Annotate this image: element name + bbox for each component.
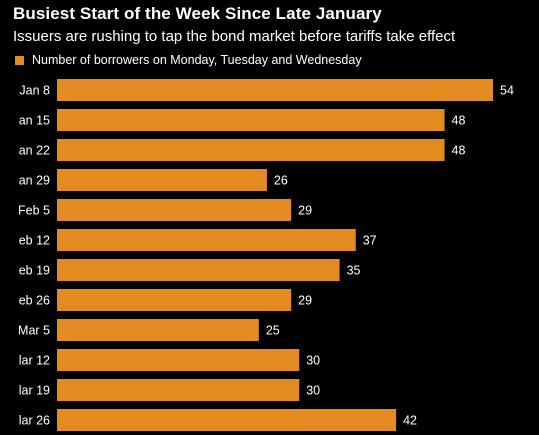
value-label: 30 bbox=[306, 354, 320, 368]
bar bbox=[57, 169, 267, 191]
bars-layer: Jan 8 54 an 15 48 an 22 48 an 29 26 Feb 5 29 eb 12… bbox=[18, 79, 514, 431]
category-label: lar 12 bbox=[19, 354, 50, 368]
value-label: 25 bbox=[266, 324, 280, 338]
category-label: eb 19 bbox=[19, 264, 50, 278]
value-label: 48 bbox=[452, 144, 466, 158]
category-label: an 22 bbox=[19, 144, 50, 158]
category-label: eb 12 bbox=[19, 234, 50, 248]
value-label: 37 bbox=[363, 234, 377, 248]
value-label: 48 bbox=[452, 114, 466, 128]
bar bbox=[57, 259, 340, 281]
bar bbox=[57, 79, 493, 101]
value-label: 35 bbox=[347, 264, 361, 278]
bar bbox=[57, 379, 300, 401]
bar bbox=[57, 409, 397, 431]
category-label: Jan 8 bbox=[19, 84, 50, 98]
bar bbox=[57, 349, 300, 371]
category-label: eb 26 bbox=[19, 294, 50, 308]
chart-legend: Number of borrowers on Monday, Tuesday a… bbox=[15, 53, 362, 67]
value-label: 26 bbox=[274, 174, 288, 188]
category-label: an 29 bbox=[19, 174, 50, 188]
category-label: Feb 5 bbox=[18, 204, 50, 218]
category-label: an 15 bbox=[19, 114, 50, 128]
value-label: 29 bbox=[298, 204, 312, 218]
bar bbox=[57, 319, 259, 341]
bar bbox=[57, 139, 445, 161]
value-label: 30 bbox=[306, 384, 320, 398]
chart-subtitle: Issuers are rushing to tap the bond mark… bbox=[13, 28, 456, 45]
category-label: lar 26 bbox=[19, 414, 50, 428]
value-label: 29 bbox=[298, 294, 312, 308]
value-label: 42 bbox=[403, 414, 417, 428]
bar bbox=[57, 229, 356, 251]
bar bbox=[57, 109, 445, 131]
legend-label: Number of borrowers on Monday, Tuesday a… bbox=[32, 53, 362, 67]
category-label: Mar 5 bbox=[18, 324, 50, 338]
value-label: 54 bbox=[500, 84, 514, 98]
bar bbox=[57, 289, 292, 311]
chart-title: Busiest Start of the Week Since Late Jan… bbox=[13, 4, 382, 23]
legend-swatch bbox=[15, 55, 24, 65]
category-label: lar 19 bbox=[19, 384, 50, 398]
bar bbox=[57, 199, 292, 221]
